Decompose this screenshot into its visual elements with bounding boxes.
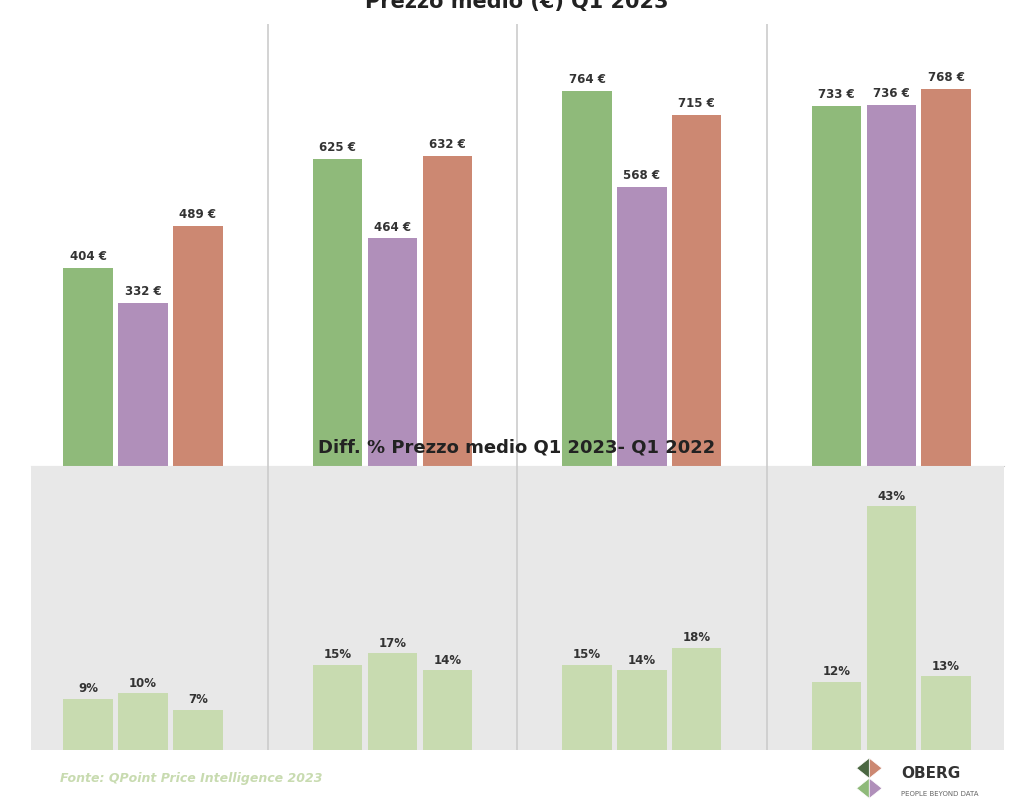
Bar [118,303,168,466]
Text: 464 €: 464 € [374,220,411,233]
Text: Lavastoviglie Built-in: Lavastoviglie Built-in [572,516,712,529]
Text: 14%: 14% [628,654,656,667]
Polygon shape [869,778,882,798]
Text: 764 €: 764 € [568,73,605,86]
Text: 625 €: 625 € [319,141,356,154]
Text: 7%: 7% [188,693,208,706]
Bar [562,91,611,466]
Polygon shape [857,778,869,798]
Bar [617,187,667,466]
Text: 404 €: 404 € [70,250,106,263]
Text: 632 €: 632 € [429,138,466,151]
Bar [672,115,721,466]
Text: PEOPLE BEYOND DATA: PEOPLE BEYOND DATA [901,792,979,797]
Text: 15%: 15% [572,648,601,661]
Text: 17%: 17% [379,637,407,650]
Bar [617,671,667,750]
Text: 733 €: 733 € [818,88,855,102]
Bar [313,159,362,466]
Text: 43%: 43% [878,490,905,503]
Bar [173,710,222,750]
Text: 768 €: 768 € [928,71,965,84]
Text: 715 €: 715 € [678,97,715,111]
Text: 13%: 13% [932,659,961,672]
Bar [423,156,472,466]
Polygon shape [869,758,882,778]
Text: 18%: 18% [683,631,711,644]
Bar [368,238,417,466]
Bar [313,665,362,750]
Title: Diff. % Prezzo medio Q1 2023- Q1 2022: Diff. % Prezzo medio Q1 2023- Q1 2022 [318,438,716,457]
Bar [922,89,971,466]
Bar [812,682,861,750]
Text: Forni: Forni [376,516,409,529]
Bar [922,676,971,750]
Text: 736 €: 736 € [872,87,909,100]
Text: Fonte: QPoint Price Intelligence 2023: Fonte: QPoint Price Intelligence 2023 [59,771,323,784]
Text: 12%: 12% [822,665,850,678]
Title: Prezzo medio (€) Q1 2023: Prezzo medio (€) Q1 2023 [366,0,669,11]
Bar [672,647,721,750]
Text: Piani cottura: Piani cottura [100,516,185,529]
Text: 568 €: 568 € [624,169,660,182]
FancyBboxPatch shape [843,752,1004,805]
Bar [866,105,915,466]
Polygon shape [857,758,869,778]
Bar [63,699,113,750]
Bar [423,671,472,750]
Text: 9%: 9% [78,682,98,695]
Text: 14%: 14% [433,654,462,667]
Text: 332 €: 332 € [125,286,161,299]
Bar [562,665,611,750]
Text: 489 €: 489 € [179,208,216,221]
Bar [63,268,113,466]
Bar [118,693,168,750]
Bar [173,226,222,466]
Bar [368,654,417,750]
Bar [812,107,861,466]
Text: 15%: 15% [324,648,351,661]
Text: OBERG: OBERG [901,766,961,781]
Text: Frigoriferi Built-in: Frigoriferi Built-in [834,516,949,529]
Text: 10%: 10% [129,676,157,689]
Bar [866,506,915,750]
